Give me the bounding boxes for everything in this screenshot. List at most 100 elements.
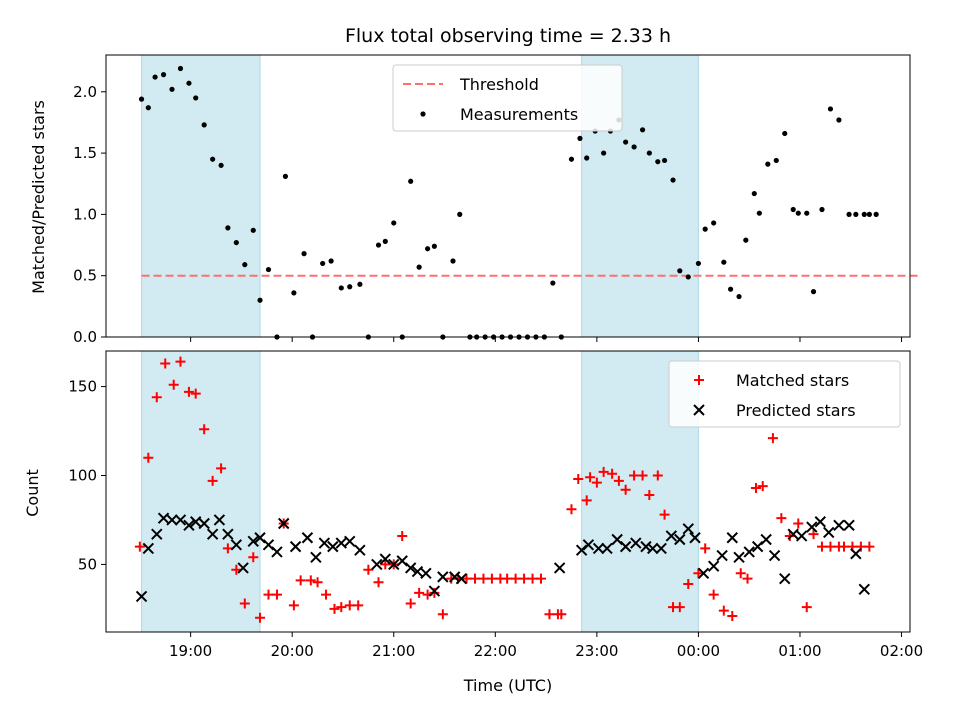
matched-star-point — [735, 568, 746, 579]
measurement-point — [408, 178, 414, 184]
x-axis-label: Time (UTC) — [463, 676, 552, 695]
predicted-star-point — [823, 526, 835, 539]
matched-star-point — [776, 513, 787, 524]
predicted-star-point — [198, 517, 210, 530]
legend-entry-label: Threshold — [459, 75, 539, 94]
measurement-point — [623, 139, 629, 145]
measurement-point — [328, 258, 334, 264]
measurement-point — [347, 284, 353, 290]
top-legend-box — [392, 64, 623, 132]
measurement-point — [670, 177, 676, 183]
matched-star-point — [168, 379, 179, 390]
matched-star-point — [231, 564, 242, 575]
matched-star-point — [151, 392, 162, 403]
matched-star-point — [437, 609, 448, 620]
matched-star-point — [674, 602, 685, 613]
bottom-y-tick-label: 100 — [68, 466, 97, 484]
measurement-point — [457, 211, 463, 217]
x-tick-label: 00:00 — [677, 642, 720, 660]
top-y-tick-label: 1.0 — [73, 205, 97, 223]
predicted-star-point — [768, 549, 781, 562]
measurement-point — [861, 211, 867, 217]
matched-star-point — [767, 433, 778, 444]
predicted-star-point — [779, 572, 791, 585]
measurement-point — [846, 211, 852, 217]
legend-predicted-swatch — [693, 404, 705, 416]
predicted-star-point — [437, 571, 449, 583]
measurement-point — [186, 80, 192, 86]
measurement-point — [601, 150, 607, 156]
x-tick-label: 19:00 — [169, 642, 212, 660]
matched-star-point — [598, 466, 609, 477]
measurement-point — [751, 190, 757, 197]
predicted-star-point — [455, 572, 468, 585]
matched-star-point — [216, 463, 227, 474]
measurement-point — [827, 106, 834, 112]
measurement-point — [250, 227, 256, 233]
predicted-star-point — [760, 533, 772, 546]
measurement-point — [375, 242, 382, 248]
matched-star-point — [239, 598, 250, 609]
top-y-tick-label: 0.0 — [73, 328, 97, 346]
predicted-star-point — [592, 542, 605, 555]
predicted-star-point — [222, 528, 234, 540]
predicted-star-point — [448, 571, 461, 583]
predicted-star-point — [354, 544, 366, 556]
measurement-point — [201, 122, 207, 128]
matched-star-point — [175, 356, 186, 367]
top-shaded-interval-0 — [141, 54, 261, 338]
matched-star-point — [620, 484, 631, 495]
predicted-star-point — [682, 523, 694, 535]
measurement-point — [756, 210, 762, 216]
predicted-star-point — [271, 546, 283, 558]
matched-star-point — [414, 587, 425, 598]
measurement-point — [743, 237, 749, 243]
measurement-point — [568, 156, 575, 162]
predicted-star-point — [858, 583, 871, 596]
measurement-point — [577, 135, 583, 141]
matched-star-point — [190, 388, 201, 399]
predicted-star-point — [806, 521, 818, 533]
predicted-star-point — [647, 542, 659, 555]
x-tick-label: 20:00 — [271, 642, 314, 660]
matched-star-point — [556, 609, 567, 620]
matched-star-point — [607, 468, 618, 479]
predicted-star-point — [379, 553, 391, 565]
predicted-star-point — [420, 567, 432, 580]
measurement-point — [218, 162, 224, 168]
predicted-star-point — [230, 539, 243, 551]
predicted-star-point — [833, 519, 845, 531]
measurement-point — [765, 161, 771, 167]
measurement-point — [702, 226, 708, 232]
predicted-star-point — [850, 548, 862, 560]
predicted-star-point — [237, 562, 249, 574]
matched-star-point — [808, 529, 819, 540]
matched-star-point — [793, 518, 804, 529]
predicted-star-point — [335, 537, 347, 549]
predicted-star-point — [640, 540, 652, 553]
bottom-shaded-interval-0 — [141, 350, 261, 633]
predicted-star-point — [428, 585, 441, 597]
matched-star-point — [566, 504, 577, 515]
matched-star-point — [363, 564, 374, 575]
predicted-star-point — [289, 540, 302, 553]
measurement-point — [301, 251, 307, 257]
matched-star-point — [336, 602, 347, 613]
matched-star-point — [143, 452, 154, 463]
matched-star-point — [825, 541, 836, 552]
predicted-star-point — [310, 551, 322, 564]
x-tick-label: 22:00 — [474, 642, 517, 660]
matched-star-point — [519, 573, 530, 584]
measurement-point — [804, 210, 810, 216]
measurement-point — [338, 285, 344, 291]
matched-star-point — [536, 573, 547, 584]
measurement-point — [646, 150, 652, 156]
measurement-point — [631, 144, 637, 150]
predicted-star-point — [582, 539, 595, 551]
measurement-point — [711, 220, 717, 226]
predicted-star-point — [630, 537, 642, 549]
bottom-y-tick-label: 150 — [68, 378, 97, 396]
predicted-star-point — [327, 540, 339, 553]
matched-star-point — [353, 600, 364, 611]
predicted-star-point — [404, 562, 417, 574]
